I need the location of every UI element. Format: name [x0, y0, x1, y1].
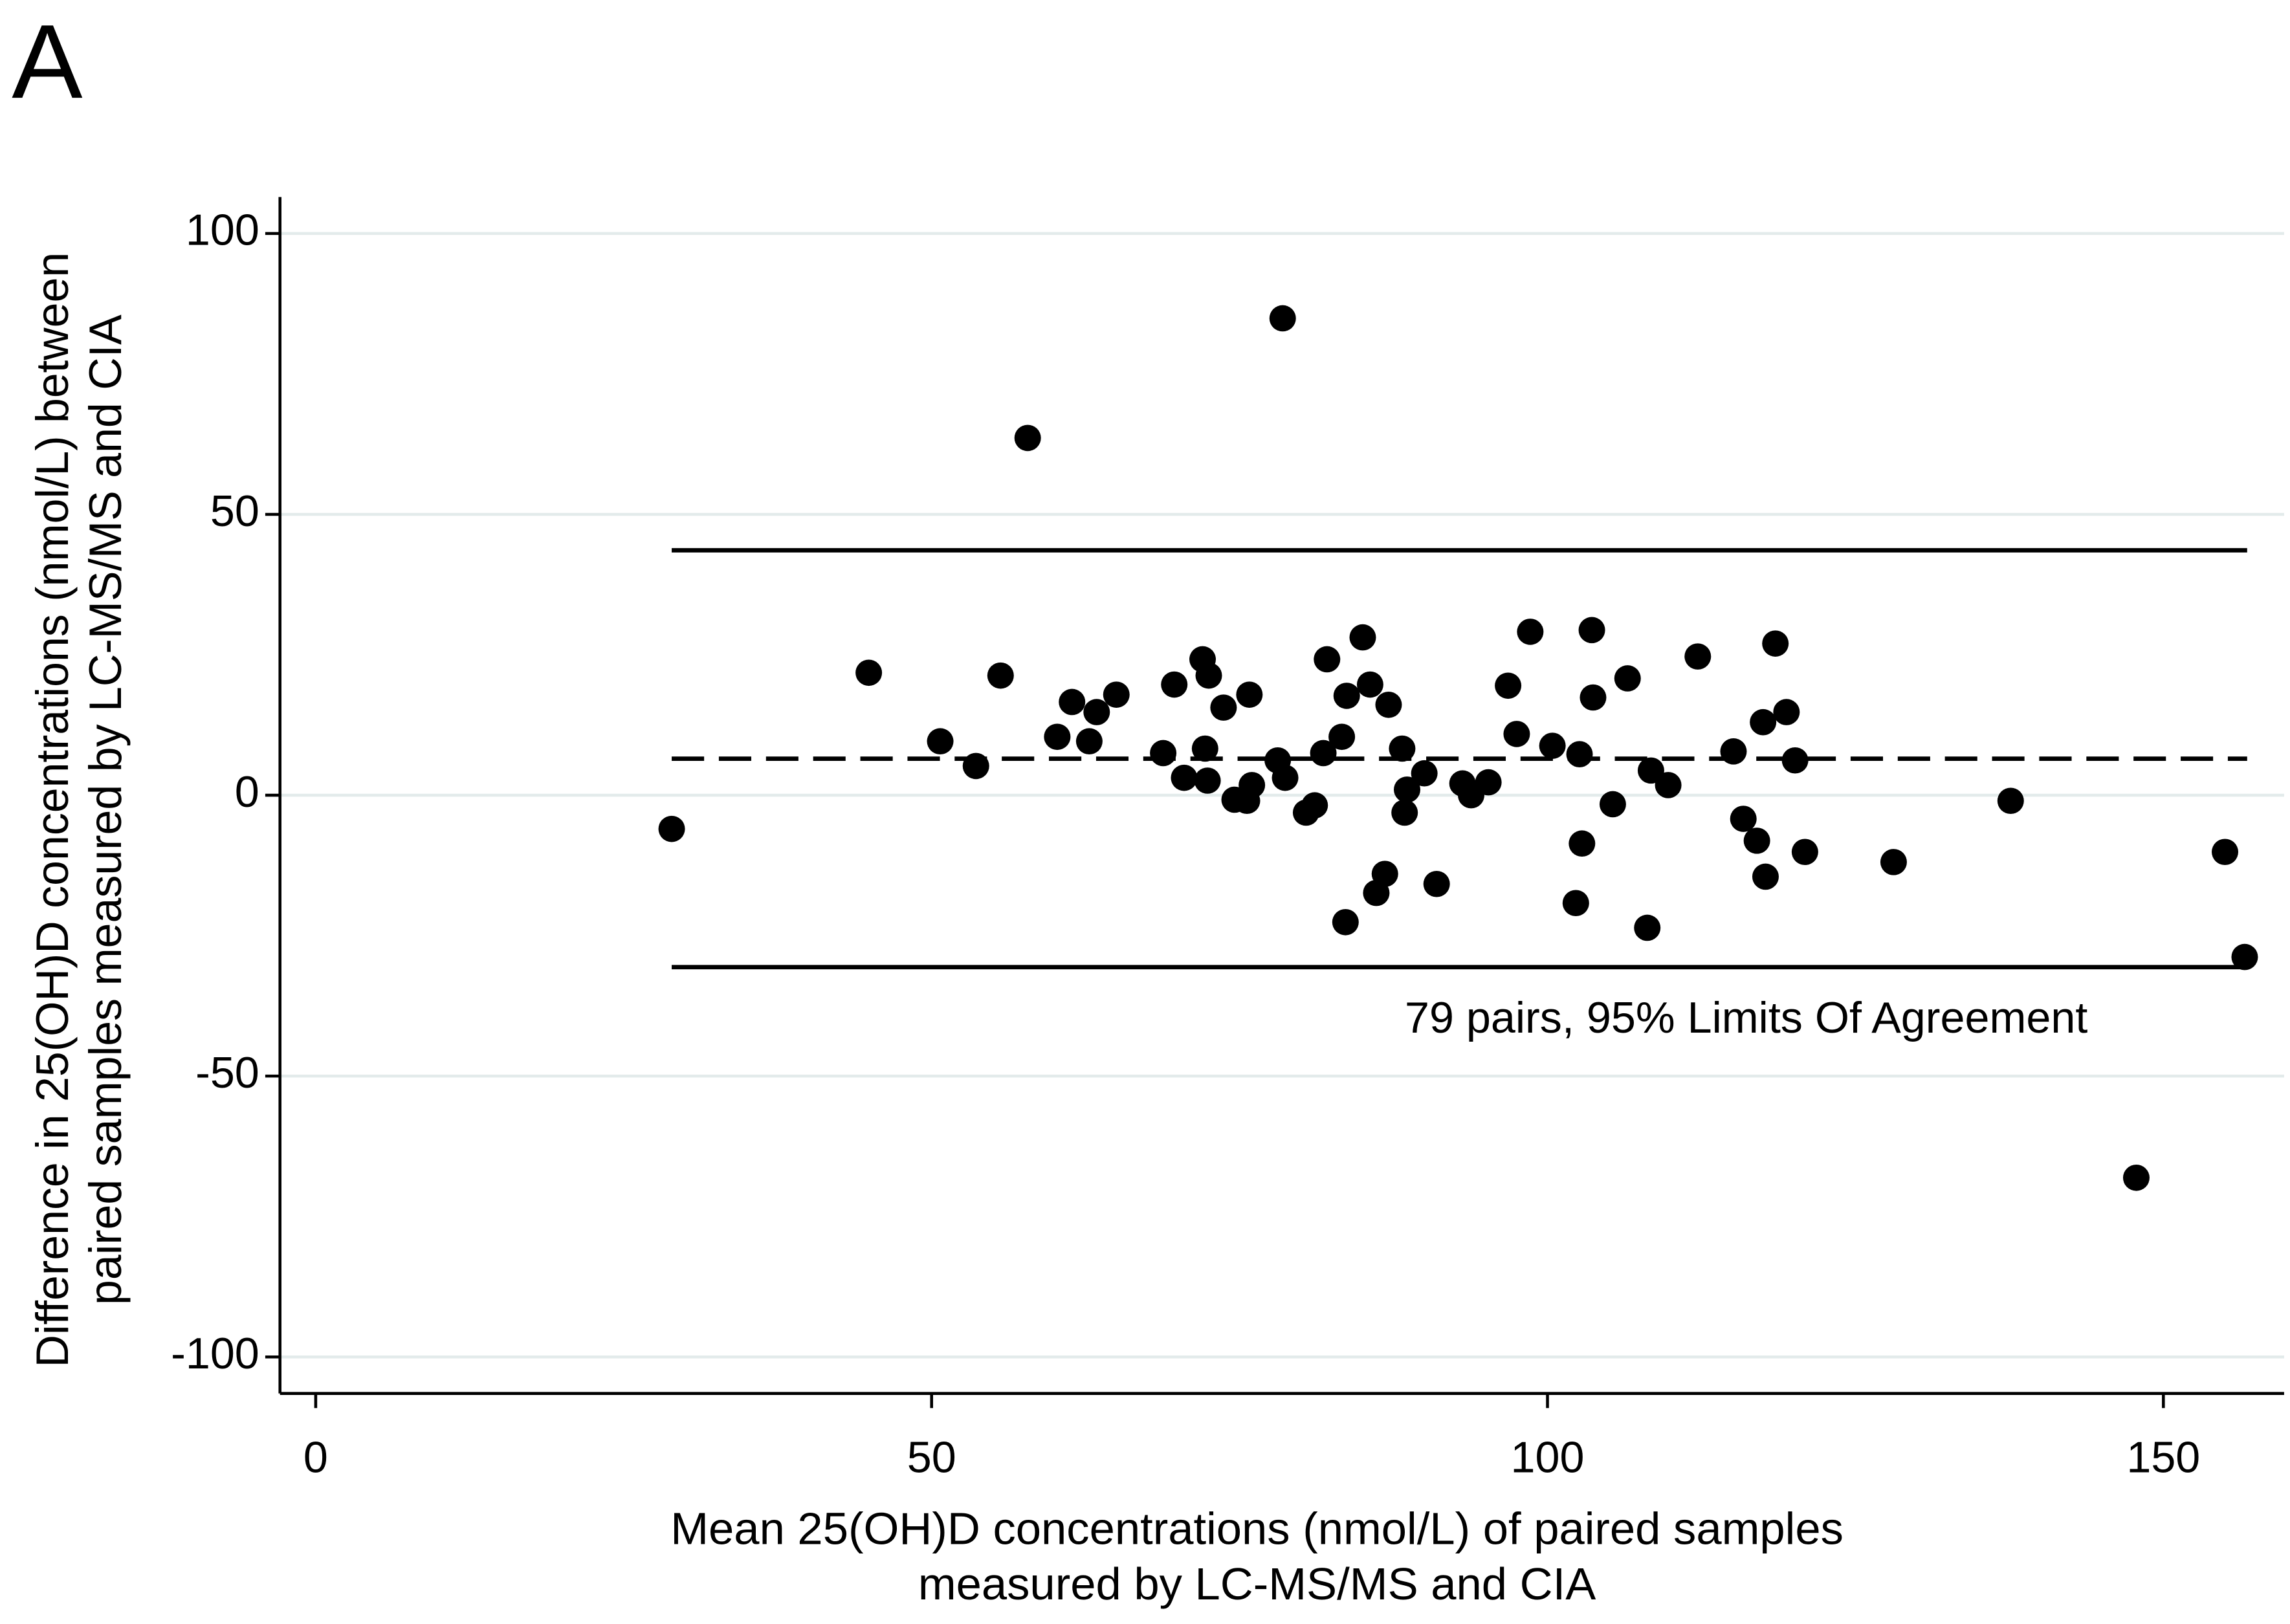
- data-point: [962, 752, 989, 780]
- data-point: [1750, 708, 1777, 736]
- data-point: [1328, 723, 1356, 751]
- data-point: [1044, 723, 1071, 751]
- data-point: [1539, 732, 1566, 759]
- y-tick-label: 50: [210, 487, 259, 536]
- y-axis-label: paired samples measured by LC-MS/MS and …: [80, 314, 131, 1305]
- data-point: [1210, 694, 1237, 721]
- data-point: [1684, 643, 1712, 670]
- data-point: [1599, 791, 1626, 818]
- data-point: [1394, 776, 1421, 803]
- data-point: [1566, 741, 1593, 767]
- data-point: [1773, 699, 1800, 725]
- data-point: [1349, 624, 1376, 651]
- data-point: [1194, 767, 1221, 794]
- x-tick-label: 150: [2126, 1433, 2200, 1482]
- data-point: [1150, 740, 1177, 767]
- data-point: [1781, 747, 1809, 774]
- data-point: [1411, 760, 1438, 787]
- data-point: [1791, 839, 1818, 866]
- data-point: [927, 728, 954, 755]
- data-point: [1391, 799, 1418, 826]
- data-point: [1562, 890, 1589, 917]
- data-point: [2212, 839, 2239, 866]
- data-point: [1655, 772, 1682, 798]
- data-point: [1332, 908, 1359, 936]
- data-point: [1103, 681, 1130, 708]
- data-point: [1333, 683, 1360, 709]
- x-axis-label: Mean 25(OH)D concentrations (nmol/L) of …: [670, 1503, 1844, 1554]
- data-point: [1236, 681, 1263, 708]
- x-axis-label: measured by LC-MS/MS and CIA: [918, 1558, 1596, 1609]
- data-point: [1310, 740, 1337, 767]
- data-point: [1191, 735, 1218, 762]
- data-point: [1423, 870, 1450, 897]
- data-point: [1637, 757, 1664, 784]
- data-point: [1495, 672, 1522, 699]
- data-point: [1389, 735, 1416, 762]
- y-tick-label: 100: [186, 206, 259, 255]
- data-point: [1375, 691, 1402, 718]
- data-point: [2122, 1165, 2150, 1191]
- data-point: [1517, 619, 1544, 645]
- data-point: [1269, 305, 1296, 332]
- data-point: [1730, 806, 1757, 832]
- data-point: [855, 659, 883, 686]
- data-point: [2231, 943, 2258, 971]
- y-tick-label: 0: [235, 767, 259, 817]
- data-point: [1997, 787, 2024, 815]
- data-point: [1752, 863, 1779, 890]
- data-point: [1314, 646, 1341, 673]
- x-tick-label: 50: [907, 1433, 956, 1482]
- data-point: [1634, 914, 1661, 941]
- data-point: [1161, 671, 1188, 698]
- data-point: [1371, 861, 1398, 887]
- data-point: [1356, 671, 1383, 698]
- annotation: 79 pairs, 95% Limits Of Agreement: [1405, 993, 2087, 1042]
- data-point: [1880, 849, 1907, 875]
- data-point: [1569, 830, 1596, 857]
- data-point: [1503, 721, 1530, 747]
- data-point: [1171, 764, 1198, 791]
- data-point: [1301, 792, 1328, 818]
- data-point: [1239, 772, 1266, 798]
- panel-label: A: [12, 3, 83, 120]
- data-point: [1762, 630, 1789, 657]
- x-tick-label: 100: [1511, 1433, 1585, 1482]
- data-point: [1014, 424, 1041, 452]
- data-point: [1059, 688, 1086, 716]
- data-point: [658, 815, 685, 842]
- data-point: [987, 662, 1014, 689]
- data-point: [1195, 662, 1222, 689]
- y-axis-label: Difference in 25(OH)D concentrations (nm…: [27, 252, 78, 1368]
- data-point: [1475, 769, 1502, 796]
- data-point: [1083, 699, 1110, 725]
- data-point: [1720, 738, 1747, 765]
- x-tick-label: 0: [303, 1433, 328, 1482]
- data-point: [1075, 728, 1103, 755]
- data-point: [1614, 665, 1641, 692]
- data-point: [1272, 764, 1299, 791]
- y-tick-label: -50: [195, 1048, 259, 1097]
- y-tick-label: -100: [171, 1329, 259, 1378]
- data-point: [1580, 684, 1607, 711]
- data-point: [1743, 828, 1770, 854]
- data-point: [1578, 617, 1605, 644]
